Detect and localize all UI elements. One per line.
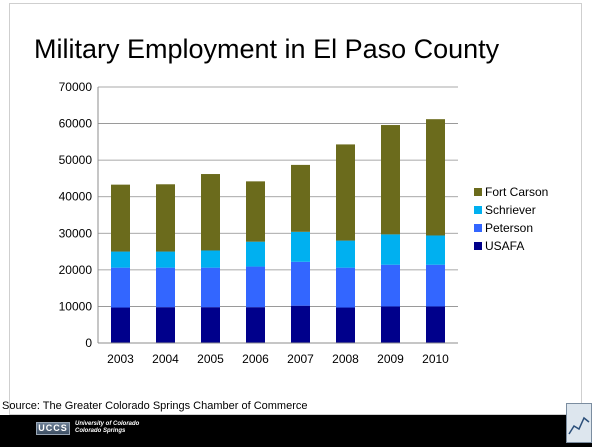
bar-peterson-2007 xyxy=(291,261,310,306)
legend-label-usafa: USAFA xyxy=(485,239,524,253)
bar-fort-carson-2006 xyxy=(246,181,265,242)
bar-usafa-2009 xyxy=(381,306,400,343)
legend-label-peterson: Peterson xyxy=(485,221,533,235)
x-tick-label-2005: 2005 xyxy=(197,352,224,366)
bar-schriever-2010 xyxy=(426,235,445,265)
bar-fort-carson-2008 xyxy=(336,144,355,241)
legend-label-schriever: Schriever xyxy=(485,203,536,217)
bar-schriever-2004 xyxy=(156,251,175,268)
bar-schriever-2006 xyxy=(246,241,265,267)
bar-schriever-2007 xyxy=(291,231,310,262)
footer-bar xyxy=(0,415,592,447)
bar-usafa-2004 xyxy=(156,307,175,343)
bar-usafa-2005 xyxy=(201,307,220,343)
x-tick-label-2007: 2007 xyxy=(287,352,314,366)
bar-fort-carson-2004 xyxy=(156,184,175,252)
bar-schriever-2008 xyxy=(336,240,355,268)
y-tick-label-0: 0 xyxy=(85,336,92,350)
bar-peterson-2006 xyxy=(246,266,265,308)
uccs-logo: UCCS University of Colorado Colorado Spr… xyxy=(36,419,139,437)
chart-thumbnail-icon xyxy=(566,403,592,443)
y-tick-label-60000: 60000 xyxy=(59,117,93,131)
bar-fort-carson-2007 xyxy=(291,164,310,232)
legend-swatch-usafa xyxy=(474,242,482,250)
y-tick-label-20000: 20000 xyxy=(59,263,93,277)
legend-label-fort-carson: Fort Carson xyxy=(485,185,548,199)
bar-usafa-2006 xyxy=(246,307,265,343)
bar-fort-carson-2010 xyxy=(426,119,445,236)
source-note: Source: The Greater Colorado Springs Cha… xyxy=(2,400,308,412)
y-tick-label-30000: 30000 xyxy=(59,226,93,240)
uccs-logo-mark: UCCS xyxy=(36,421,70,435)
bar-usafa-2010 xyxy=(426,306,445,343)
x-tick-label-2003: 2003 xyxy=(107,352,134,366)
bar-fort-carson-2005 xyxy=(201,174,220,251)
y-tick-label-50000: 50000 xyxy=(59,153,93,167)
bar-usafa-2008 xyxy=(336,307,355,343)
bar-peterson-2008 xyxy=(336,267,355,308)
bar-peterson-2003 xyxy=(111,267,130,308)
legend-swatch-schriever xyxy=(474,206,482,214)
x-tick-label-2009: 2009 xyxy=(377,352,404,366)
uccs-logo-text: University of Colorado Colorado Springs xyxy=(75,421,139,435)
y-tick-label-70000: 70000 xyxy=(59,80,93,94)
bar-peterson-2005 xyxy=(201,267,220,308)
bar-peterson-2010 xyxy=(426,264,445,307)
stacked-bar-chart: 0 10000 20000 30000 40000 50000 60000 70000 2003… xyxy=(59,80,549,366)
x-tick-label-2008: 2008 xyxy=(332,352,359,366)
uccs-logo-mark-text: UCCS xyxy=(38,423,68,433)
uccs-logo-line1: University of Colorado xyxy=(75,421,140,427)
legend-swatch-fort-carson xyxy=(474,188,482,196)
bar-fort-carson-2003 xyxy=(111,184,130,252)
x-tick-label-2006: 2006 xyxy=(242,352,269,366)
bar-schriever-2003 xyxy=(111,251,130,268)
y-tick-label-40000: 40000 xyxy=(59,190,93,204)
bar-peterson-2004 xyxy=(156,267,175,308)
chart-thumbnail-graphic xyxy=(568,416,590,435)
y-tick-label-10000: 10000 xyxy=(59,299,93,313)
bar-usafa-2003 xyxy=(111,307,130,343)
slide-title: Military Employment in El Paso County xyxy=(34,34,500,64)
bar-fort-carson-2009 xyxy=(381,125,400,235)
x-tick-label-2010: 2010 xyxy=(422,352,449,366)
bar-usafa-2007 xyxy=(291,305,310,343)
uccs-logo-line2: Colorado Springs xyxy=(75,428,126,434)
legend-swatch-peterson xyxy=(474,224,482,232)
slide-frame xyxy=(9,3,582,415)
bar-schriever-2005 xyxy=(201,250,220,268)
bar-schriever-2009 xyxy=(381,234,400,265)
bar-peterson-2009 xyxy=(381,264,400,307)
x-tick-label-2004: 2004 xyxy=(152,352,179,366)
